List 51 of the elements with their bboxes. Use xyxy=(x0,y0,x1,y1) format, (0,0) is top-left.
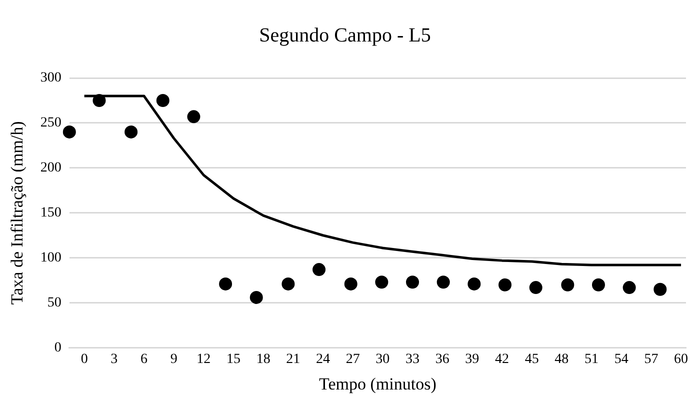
point xyxy=(375,276,388,289)
point xyxy=(156,94,170,107)
point xyxy=(529,281,542,294)
point xyxy=(344,277,358,290)
x-tick-label: 30 xyxy=(376,352,390,367)
x-tick-label: 21 xyxy=(286,352,300,367)
y-axis-title: Taxa de Infiltração (mm/h) xyxy=(8,121,27,305)
point xyxy=(468,277,481,290)
x-tick-label: 60 xyxy=(674,352,688,367)
point xyxy=(312,263,326,276)
y-tick-label: 50 xyxy=(47,296,62,311)
x-tick-label: 9 xyxy=(170,352,178,367)
x-tick-label: 48 xyxy=(554,352,569,367)
x-tick-label: 15 xyxy=(226,352,240,367)
x-tick-label: 42 xyxy=(495,352,510,367)
point xyxy=(622,281,636,294)
point xyxy=(406,276,420,289)
x-tick-label: 18 xyxy=(256,352,270,367)
point xyxy=(187,110,200,124)
x-tick-label: 45 xyxy=(524,352,539,367)
x-tick-label: 54 xyxy=(614,352,628,367)
point xyxy=(250,290,263,304)
y-tick-label: 200 xyxy=(40,160,62,176)
y-tick-label: 100 xyxy=(40,250,62,266)
point xyxy=(561,278,574,292)
y-tick-label: 0 xyxy=(54,340,62,356)
x-tick-label: 33 xyxy=(406,352,420,367)
x-tick-label: 39 xyxy=(465,352,480,367)
x-tick-label: 57 xyxy=(644,352,658,367)
point xyxy=(124,125,138,138)
point xyxy=(62,125,76,138)
x-tick-label: 24 xyxy=(316,352,330,367)
x-tick-label: 36 xyxy=(435,352,450,367)
x-tick-label: 27 xyxy=(346,352,360,367)
y-tick-label: 250 xyxy=(40,116,62,131)
point xyxy=(592,278,605,292)
x-axis-title: Tempo (minutos) xyxy=(319,374,436,394)
y-tick-label: 150 xyxy=(40,206,62,221)
x-tick-label: 0 xyxy=(80,352,88,367)
x-tick-label: 6 xyxy=(140,352,148,367)
x-tick-label: 12 xyxy=(196,352,211,367)
chart-title: Segundo Campo - L5 xyxy=(259,24,431,46)
y-tick-label: 300 xyxy=(40,70,62,86)
point xyxy=(498,278,512,292)
point xyxy=(219,277,232,290)
point xyxy=(282,277,295,290)
point xyxy=(92,94,106,107)
x-tick-label: 3 xyxy=(110,352,118,367)
point xyxy=(654,282,667,296)
point xyxy=(436,276,450,289)
x-tick-label: 51 xyxy=(584,352,599,367)
